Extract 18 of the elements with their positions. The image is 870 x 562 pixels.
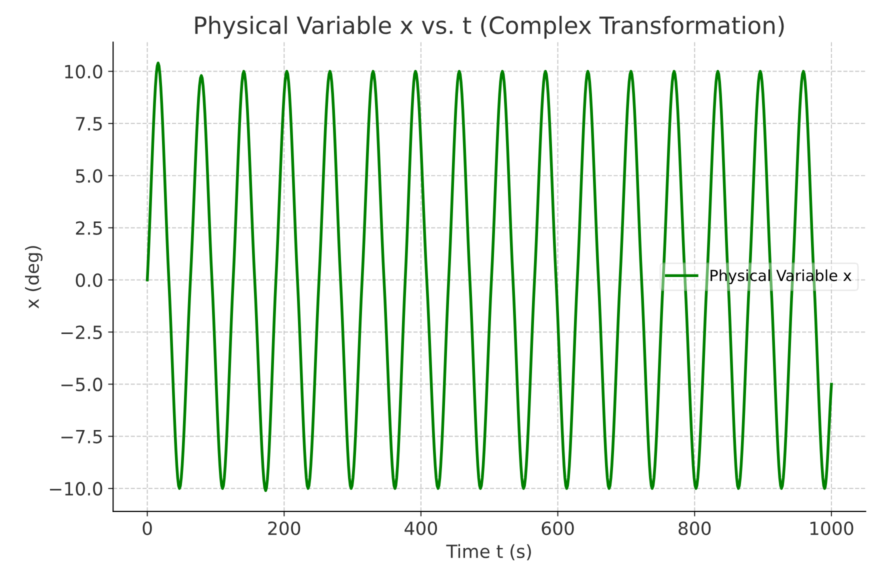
x-tick-label: 800 xyxy=(678,521,711,536)
x-tick-label: 600 xyxy=(542,521,574,536)
x-tick-label: 1000 xyxy=(810,521,854,536)
y-tick-label: 10.0 xyxy=(65,64,102,78)
y-tick-label: −10.0 xyxy=(50,482,102,496)
y-tick-label: −7.5 xyxy=(61,430,102,444)
y-tick-label: 5.0 xyxy=(76,169,102,183)
y-tick-label: 0.0 xyxy=(76,273,102,288)
x-axis-title: Time t (s) xyxy=(446,544,531,560)
x-tick-label: 200 xyxy=(268,521,300,536)
y-tick-label: −5.0 xyxy=(61,378,102,392)
y-tick-label: −2.5 xyxy=(61,326,102,340)
y-tick-label: 2.5 xyxy=(76,221,102,235)
x-tick-label: 400 xyxy=(404,521,437,536)
chart-title: Physical Variable x vs. t (Complex Transformation) xyxy=(195,16,784,39)
y-axis-title: x (deg) xyxy=(25,246,42,309)
y-tick-label: 7.5 xyxy=(76,117,102,131)
x-tick-label: 0 xyxy=(142,521,152,536)
